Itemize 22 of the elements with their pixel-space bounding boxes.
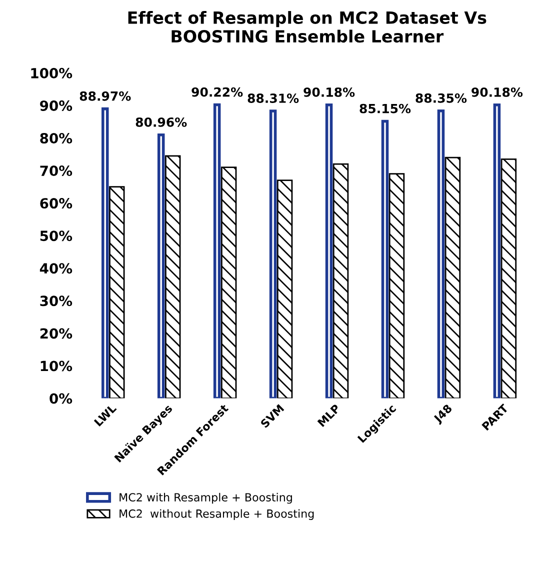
y-tick-label: 90% (40, 100, 72, 111)
y-tick-label: 50% (40, 230, 72, 242)
y-tick-label: 20% (40, 328, 72, 339)
y-tick-label: 10% (40, 360, 72, 372)
data-label: 85.15% (360, 104, 411, 114)
data-label: 90.22% (192, 87, 243, 97)
data-label: 90.18% (304, 87, 355, 97)
y-tick-label: 30% (40, 296, 72, 306)
data-label: 88.31% (248, 94, 299, 103)
y-tick-label: 70% (40, 166, 72, 176)
data-label: 88.97% (80, 91, 131, 101)
data-label: 90.18% (472, 87, 523, 97)
y-tick-label: 0% (50, 393, 72, 404)
legend-label: MC2 without Resample + Boosting (120, 509, 314, 520)
chart-title: Effect of Resample on MC2 Dataset Vs BOOSTING Ensemble Learner (128, 11, 486, 43)
y-tick-label: 40% (40, 263, 72, 274)
y-tick-label: 80% (40, 132, 72, 144)
y-tick-label: 60% (40, 198, 72, 209)
data-label: 80.96% (136, 117, 187, 127)
legend-label: MC2 with Resample + Boosting (120, 492, 292, 504)
y-tick-label: 100% (31, 68, 72, 78)
data-label: 88.35% (416, 93, 467, 103)
